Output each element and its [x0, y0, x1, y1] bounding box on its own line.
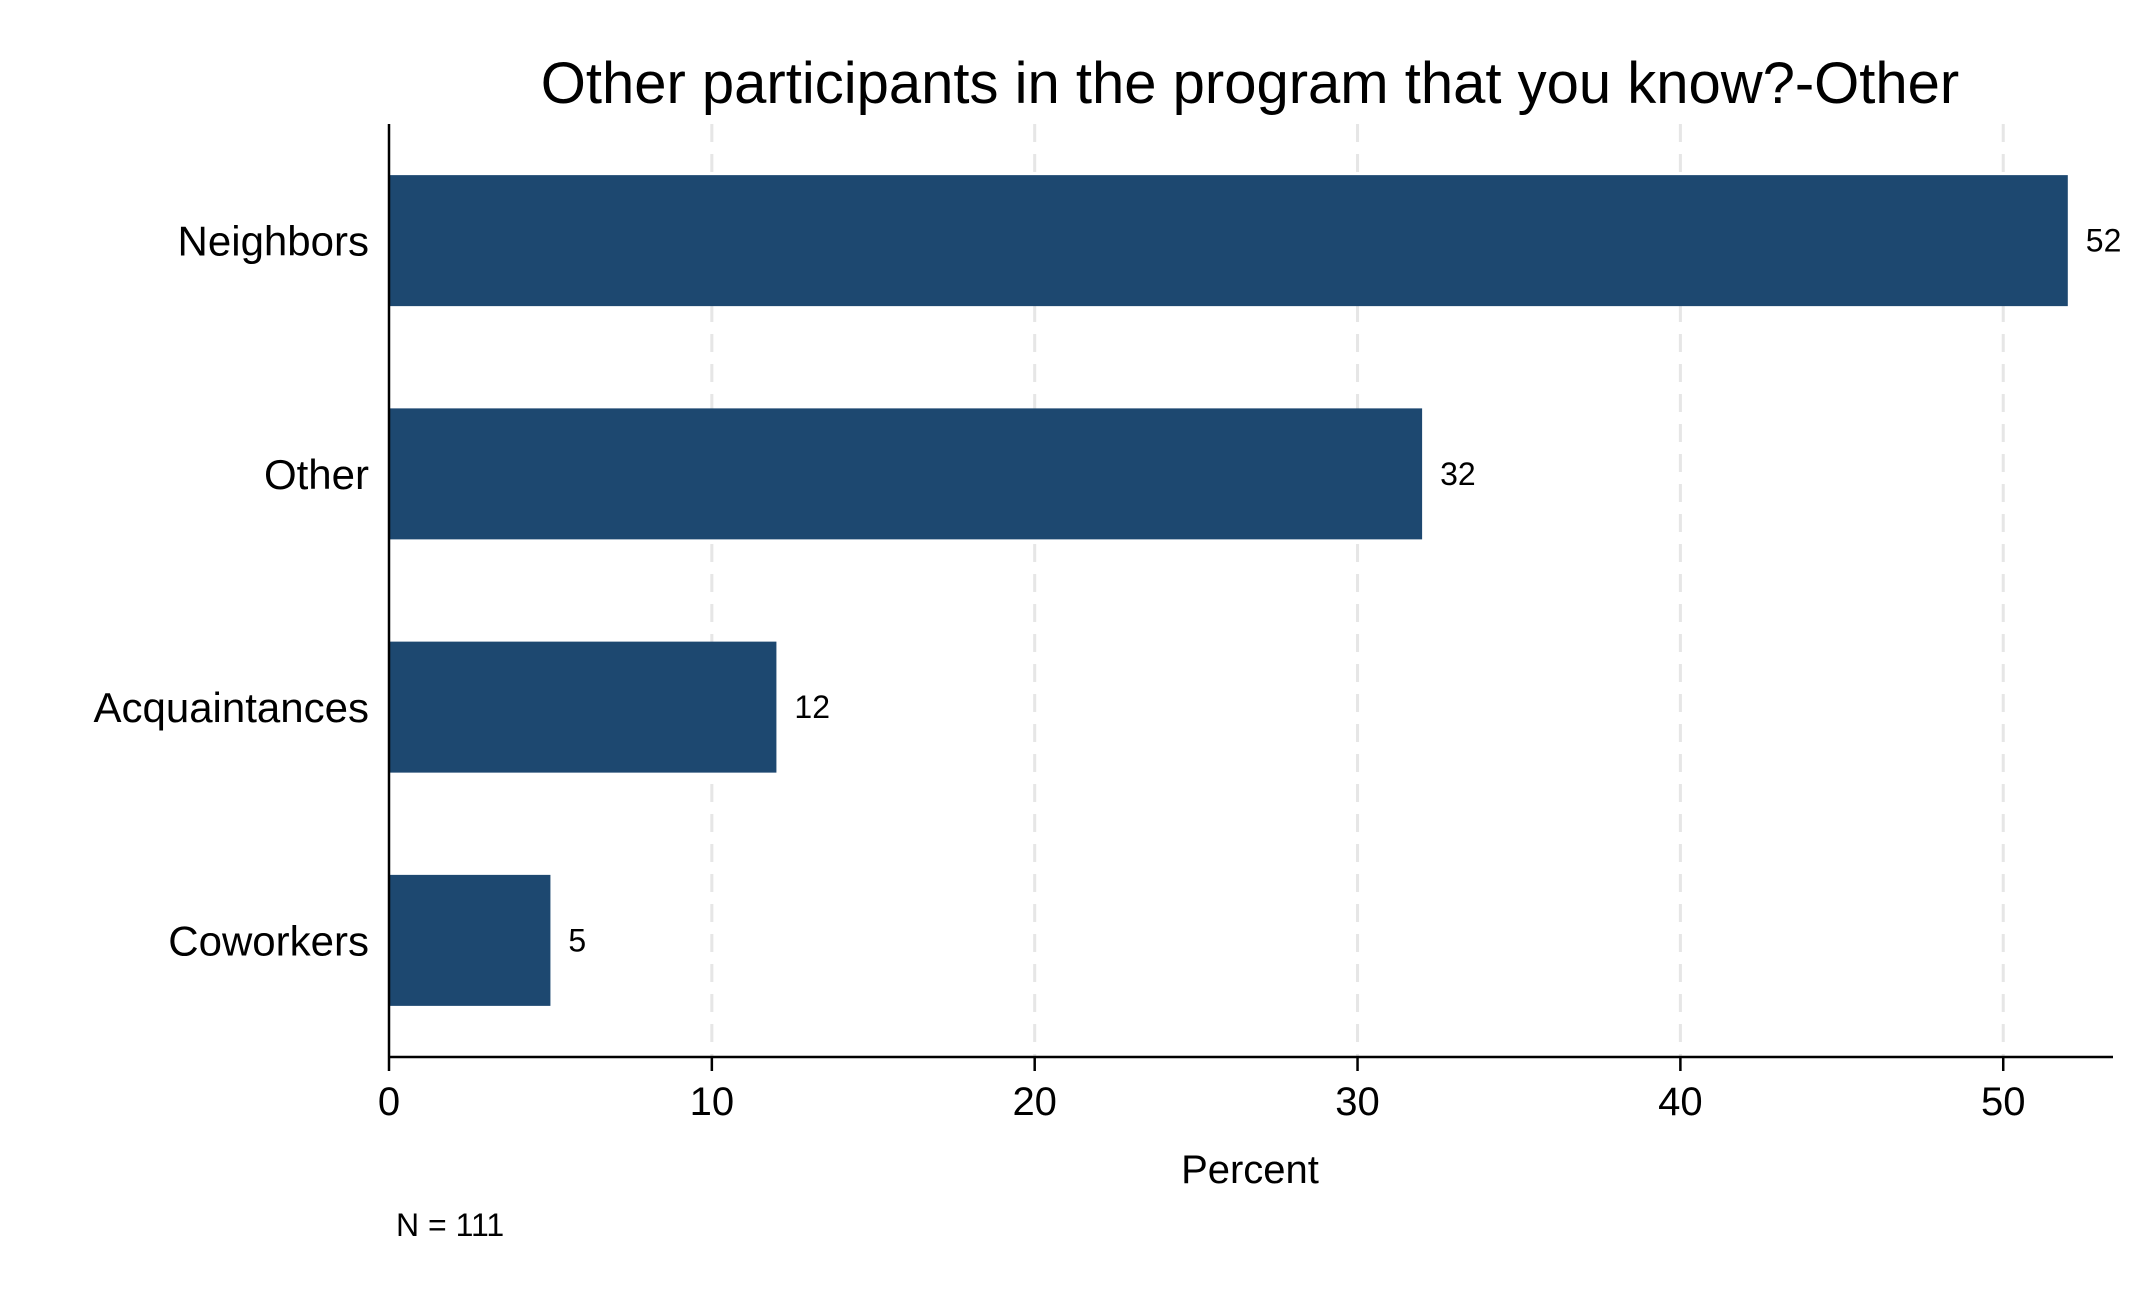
bars [389, 175, 2068, 1006]
x-tick-label: 20 [1012, 1080, 1057, 1124]
x-axis-title: Percent [1181, 1148, 1319, 1192]
x-tick-label: 50 [1981, 1080, 2026, 1124]
category-label: Other [264, 451, 369, 498]
category-label: Acquaintances [93, 684, 369, 731]
bar-acquaintances [389, 641, 777, 773]
chart-title: Other participants in the program that y… [541, 51, 1959, 116]
sample-size-note: N = 111 [396, 1207, 504, 1243]
labels: 0 10 20 30 40 50 Neighbors 52 Other 32 Acquaintanc… [93, 218, 2121, 1124]
data-label: 32 [1440, 456, 1476, 492]
category-label: Neighbors [178, 218, 369, 265]
data-label: 5 [568, 922, 586, 958]
axes [387, 124, 2113, 1059]
x-axis-ticks [387, 1057, 2005, 1071]
bar-coworkers [389, 874, 551, 1006]
x-tick-label: 10 [690, 1080, 735, 1124]
bar-neighbors [389, 175, 2068, 307]
x-tick-label: 30 [1335, 1080, 1380, 1124]
data-label: 52 [2086, 223, 2122, 259]
data-label: 12 [794, 689, 830, 725]
bar-other [389, 408, 1423, 540]
x-tick-label: 40 [1658, 1080, 1703, 1124]
category-label: Coworkers [168, 917, 369, 964]
x-tick-label: 0 [378, 1080, 400, 1124]
